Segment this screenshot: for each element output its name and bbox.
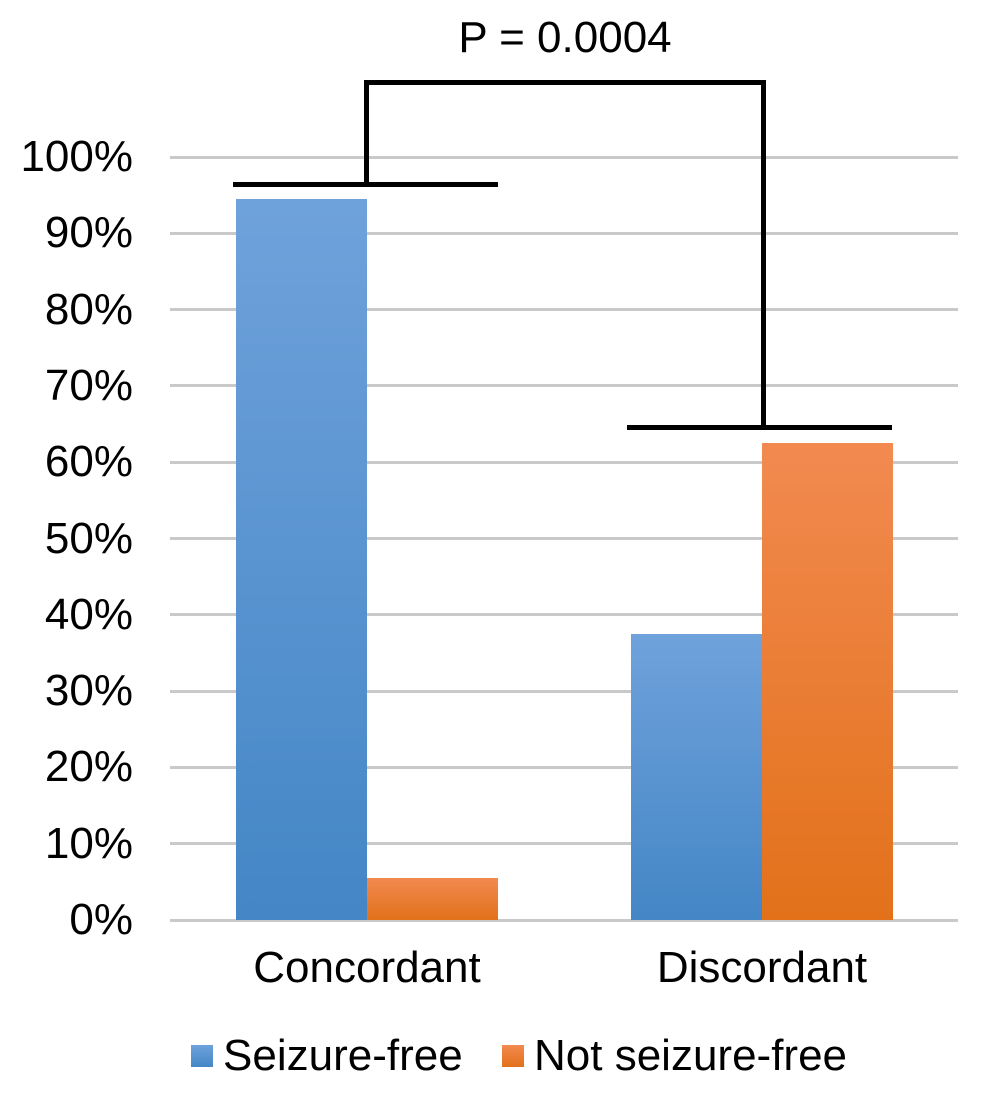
p-value-annotation: P = 0.0004 — [458, 13, 672, 62]
legend-swatch-not-seizure-free — [502, 1045, 524, 1067]
y-axis-tick-label: 80% — [44, 284, 133, 334]
legend-label: Seizure-free — [223, 1031, 463, 1080]
legend-item: Not seizure-free — [502, 1033, 847, 1079]
y-axis-tick-label: 20% — [44, 742, 133, 792]
gridline — [170, 765, 958, 769]
y-axis-tick-label: 50% — [44, 513, 133, 563]
gridline — [170, 537, 958, 540]
bracket-top-horizontal-line — [364, 80, 766, 85]
y-axis-tick-label: 70% — [44, 360, 133, 410]
bar-discordant-not-seizure-free — [762, 443, 893, 920]
y-axis-tick-label: 60% — [44, 437, 133, 487]
bar-concordant-not-seizure-free — [367, 878, 498, 920]
y-axis-tick-label: 10% — [44, 818, 133, 868]
y-axis-tick-label: 40% — [44, 589, 133, 639]
gridline — [170, 384, 958, 388]
gridline — [170, 155, 958, 159]
legend-label: Not seizure-free — [534, 1031, 848, 1080]
bracket-line-over-discordant — [627, 425, 892, 430]
gridline — [170, 613, 958, 617]
bracket-right-vertical-line — [761, 80, 766, 430]
y-axis-tick-label: 0% — [69, 895, 133, 944]
y-axis-tick-label: 100% — [20, 132, 133, 181]
bar-discordant-seizure-free — [631, 634, 762, 920]
gridline — [170, 842, 958, 846]
gridline — [170, 918, 958, 922]
x-axis-category-label: Discordant — [656, 943, 868, 992]
gridline — [170, 460, 958, 464]
legend-swatch-seizure-free — [191, 1045, 213, 1067]
gridline — [170, 689, 958, 693]
bracket-left-vertical-line — [364, 80, 369, 187]
bar-concordant-seizure-free — [236, 199, 367, 920]
gridline — [170, 308, 958, 312]
gridline — [170, 231, 958, 235]
y-axis-tick-label: 90% — [44, 208, 133, 258]
plot-area — [170, 155, 958, 922]
legend-item: Seizure-free — [191, 1033, 463, 1079]
x-axis-category-label: Concordant — [253, 943, 481, 992]
y-axis-tick-label: 30% — [44, 666, 133, 716]
